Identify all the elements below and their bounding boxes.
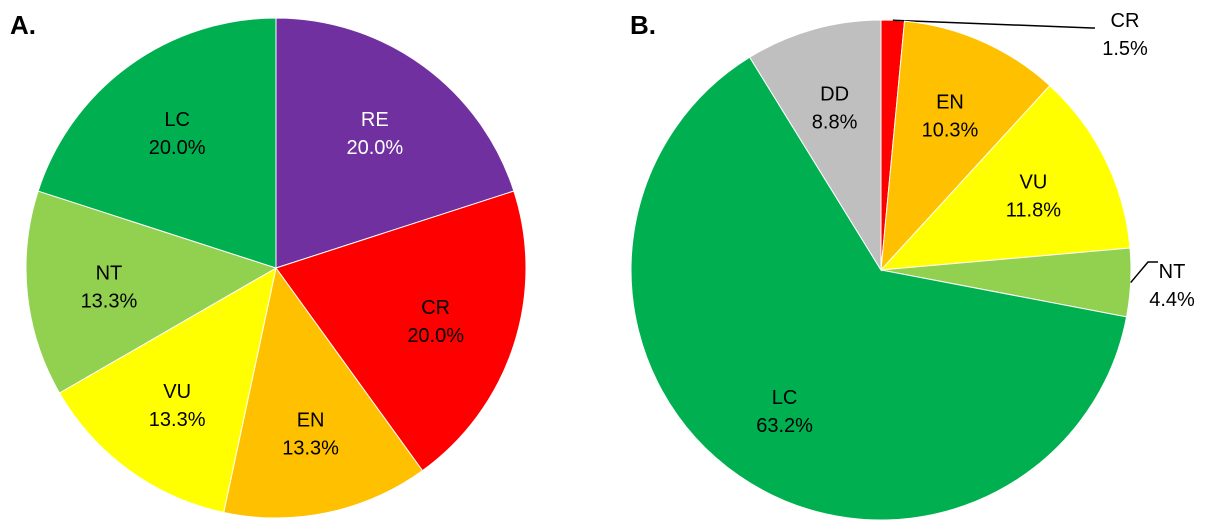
slice-value-label: 8.8% xyxy=(812,111,858,133)
pie-slice-vu xyxy=(879,84,1131,271)
pie-slice-re xyxy=(275,17,515,269)
slice-value-label: 13.3% xyxy=(282,437,339,459)
slice-category-label: LC xyxy=(164,109,190,131)
pie-slice-cr xyxy=(275,190,527,472)
slice-value-label: 10.3% xyxy=(922,120,979,142)
slice-value-label: 1.5% xyxy=(1102,38,1148,60)
pie-chart-a: RE 20.0% CR 20.0% EN 13.3% VU 13.3% NT 13.3% LC 20.… xyxy=(25,17,527,519)
pie-slice-lc xyxy=(37,17,277,269)
slice-value-label: 20.0% xyxy=(346,137,403,159)
pie-slice-en xyxy=(880,20,1051,272)
slice-category-label: VU xyxy=(1020,172,1048,194)
pie-chart-b: CR 1.5% EN 10.3% VU 11.8% NT 4.4% LC 63.2% DD 8.8% xyxy=(630,10,1195,520)
pie-slice-nt xyxy=(25,190,278,394)
pie-slice-en xyxy=(223,266,424,519)
slice-category-label: CR xyxy=(1111,10,1140,32)
pie-slice-dd xyxy=(749,19,882,272)
pie-slice-lc xyxy=(630,56,1128,520)
slice-value-label: 20.0% xyxy=(149,137,206,159)
pie-slice-vu xyxy=(58,267,277,514)
leader-line-cr xyxy=(892,19,1095,29)
slice-category-label: CR xyxy=(421,297,450,319)
slice-category-label: RE xyxy=(361,109,389,131)
slice-category-label: DD xyxy=(820,83,849,105)
slice-value-label: 4.4% xyxy=(1149,289,1195,311)
slice-category-label: LC xyxy=(772,387,798,409)
slice-category-label: NT xyxy=(1159,261,1186,283)
slice-category-label: VU xyxy=(163,381,191,403)
slice-value-label: 13.3% xyxy=(149,409,206,431)
slice-category-label: NT xyxy=(96,263,123,285)
leader-line-nt xyxy=(1130,261,1158,284)
slice-category-label: EN xyxy=(936,92,964,114)
slice-value-label: 20.0% xyxy=(407,325,464,347)
slice-value-label: 13.3% xyxy=(81,291,138,313)
slice-category-label: EN xyxy=(297,409,325,431)
slice-value-label: 63.2% xyxy=(756,415,813,437)
slice-value-label: 11.8% xyxy=(1006,200,1061,222)
panel-a-label: A. xyxy=(10,10,36,40)
panel-b-label: B. xyxy=(630,10,656,40)
